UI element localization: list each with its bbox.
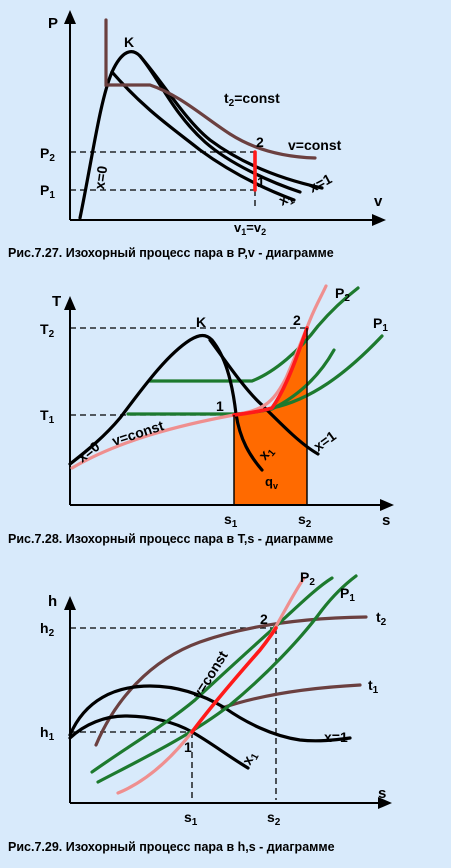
ts-x-arrow bbox=[380, 499, 394, 511]
ts-label-p1: P1 bbox=[373, 315, 388, 334]
ts-vconst-line bbox=[70, 284, 328, 470]
hs-isochoric-process bbox=[190, 626, 278, 734]
hs-label-h1: h1 bbox=[40, 724, 55, 743]
pv-x-arrow bbox=[372, 214, 386, 226]
ts-caption: Рис.7.28. Изохорный процесс пара в T,s -… bbox=[8, 532, 333, 546]
hs-x-label: s bbox=[378, 785, 386, 802]
pv-label-k: K bbox=[124, 34, 134, 50]
hs-label-h2: h2 bbox=[40, 620, 55, 639]
pv-t2-isotherm bbox=[104, 18, 317, 160]
hs-y-label: h bbox=[48, 593, 57, 610]
ts-label-q: qv bbox=[265, 474, 278, 491]
ts-y-label: T bbox=[52, 293, 61, 310]
pv-y-label: P bbox=[48, 15, 58, 32]
hs-y-arrow bbox=[64, 596, 76, 610]
hs-label-point-1: 1 bbox=[184, 739, 192, 755]
pv-label-vconst: v=const bbox=[288, 137, 342, 153]
hs-label-t1: t1 bbox=[368, 677, 379, 696]
hs-label-x1: x=1 bbox=[324, 729, 348, 745]
hs-label-p1: P1 bbox=[340, 585, 355, 604]
pv-diagram: P v K t2=const v=const x=0 x=1 x1 P2 P1 … bbox=[8, 10, 386, 260]
ts-isobar-p2 bbox=[148, 286, 360, 383]
ts-isochoric-process bbox=[232, 326, 309, 417]
ts-diagram: T s K P2 P1 T2 T1 2 1 x=0 x=1 v=const x1… bbox=[8, 284, 394, 546]
hs-t2-isotherm bbox=[94, 615, 368, 747]
ts-label-s2: s2 bbox=[298, 511, 312, 530]
hs-isobar-p2 bbox=[90, 576, 334, 774]
pv-label-v1-v2: v1=v2 bbox=[234, 220, 266, 237]
hs-label-t2: t2 bbox=[376, 609, 387, 628]
pv-label-p2: P2 bbox=[40, 145, 55, 164]
pv-label-x0: x=0 bbox=[91, 164, 110, 190]
hs-caption: Рис.7.29. Изохорный процесс пара в h,s -… bbox=[8, 840, 335, 854]
ts-label-s1: s1 bbox=[224, 511, 238, 530]
ts-label-p2: P2 bbox=[335, 285, 350, 304]
pv-saturation-curve bbox=[78, 50, 302, 220]
hs-x-arrow bbox=[378, 797, 392, 809]
pv-x-eq-1-line bbox=[138, 54, 324, 190]
hs-label-p2: P2 bbox=[300, 569, 315, 588]
hs-label-s2: s2 bbox=[267, 809, 281, 828]
pv-x-label: v bbox=[374, 193, 383, 210]
pv-y-arrow bbox=[64, 10, 76, 24]
ts-y-arrow bbox=[64, 296, 76, 310]
ts-x-label: s bbox=[382, 512, 390, 529]
hs-label-point-2: 2 bbox=[260, 611, 268, 627]
pv-label-x1: x=1 bbox=[306, 170, 335, 195]
ts-label-point-2: 2 bbox=[293, 312, 301, 328]
pv-label-t2: t2=const bbox=[224, 90, 280, 109]
ts-label-point-1: 1 bbox=[216, 398, 224, 414]
pv-x1-line bbox=[110, 70, 296, 202]
pv-label-point-1: 1 bbox=[257, 174, 265, 190]
pv-caption: Рис.7.27. Изохорный процесс пара в P,v -… bbox=[8, 246, 334, 260]
hs-label-s1: s1 bbox=[184, 809, 198, 828]
pv-label-p1: P1 bbox=[40, 182, 55, 201]
ts-label-k: K bbox=[196, 314, 206, 330]
ts-isobar-p1 bbox=[270, 334, 384, 410]
hs-t1-isotherm bbox=[220, 683, 362, 710]
ts-label-t2: T2 bbox=[40, 321, 55, 340]
hs-isobar-p1 bbox=[96, 574, 358, 784]
pv-label-point-2: 2 bbox=[256, 134, 264, 150]
hs-diagram: h s P2 P1 t2 t1 h2 h1 2 1 v=const x=1 x1… bbox=[8, 569, 392, 854]
ts-label-t1: T1 bbox=[40, 407, 55, 426]
